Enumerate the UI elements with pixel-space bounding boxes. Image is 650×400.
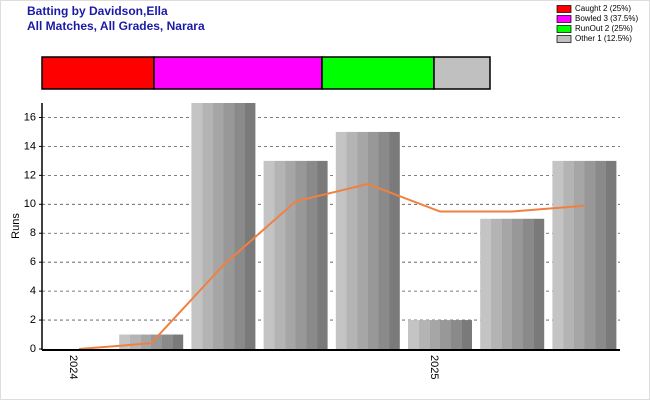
- y-tick-label: 10: [24, 198, 36, 210]
- y-tick-label: 12: [24, 169, 36, 181]
- y-tick-label: 16: [24, 111, 36, 123]
- x-tick-label: 2024: [67, 355, 79, 379]
- bar: [191, 103, 256, 349]
- y-tick-label: 4: [30, 285, 36, 297]
- proportion-segment: [41, 56, 155, 90]
- proportion-segment: [153, 56, 323, 90]
- y-axis-label: Runs: [10, 213, 22, 239]
- legend-label: Other 1 (12.5%): [575, 34, 632, 43]
- line: [78, 182, 585, 350]
- y-tick-label: 8: [30, 227, 36, 239]
- bar: [263, 160, 328, 349]
- legend-swatch: [556, 25, 572, 33]
- chart-title: Batting by Davidson,Ella: [27, 4, 168, 18]
- y-tick-label: 2: [30, 314, 36, 326]
- bar: [552, 160, 617, 349]
- legend-swatch: [556, 5, 572, 13]
- y-tick-label: 6: [30, 256, 36, 268]
- y-tick-label: 0: [30, 343, 36, 355]
- bar: [335, 131, 400, 349]
- x-tick-label: 2025: [428, 355, 440, 379]
- legend-label: Bowled 3 (37.5%): [575, 14, 638, 23]
- chart-subtitle: All Matches, All Grades, Narara: [27, 19, 205, 33]
- bar: [408, 320, 472, 349]
- bar: [480, 218, 545, 349]
- legend-label: RunOut 2 (25%): [575, 24, 633, 33]
- y-tick-label: 14: [24, 140, 36, 152]
- legend-label: Caught 2 (25%): [575, 4, 631, 13]
- legend-swatch: [556, 15, 572, 23]
- proportion-segment: [321, 56, 435, 90]
- legend-swatch: [556, 35, 572, 43]
- proportion-segment: [433, 56, 491, 90]
